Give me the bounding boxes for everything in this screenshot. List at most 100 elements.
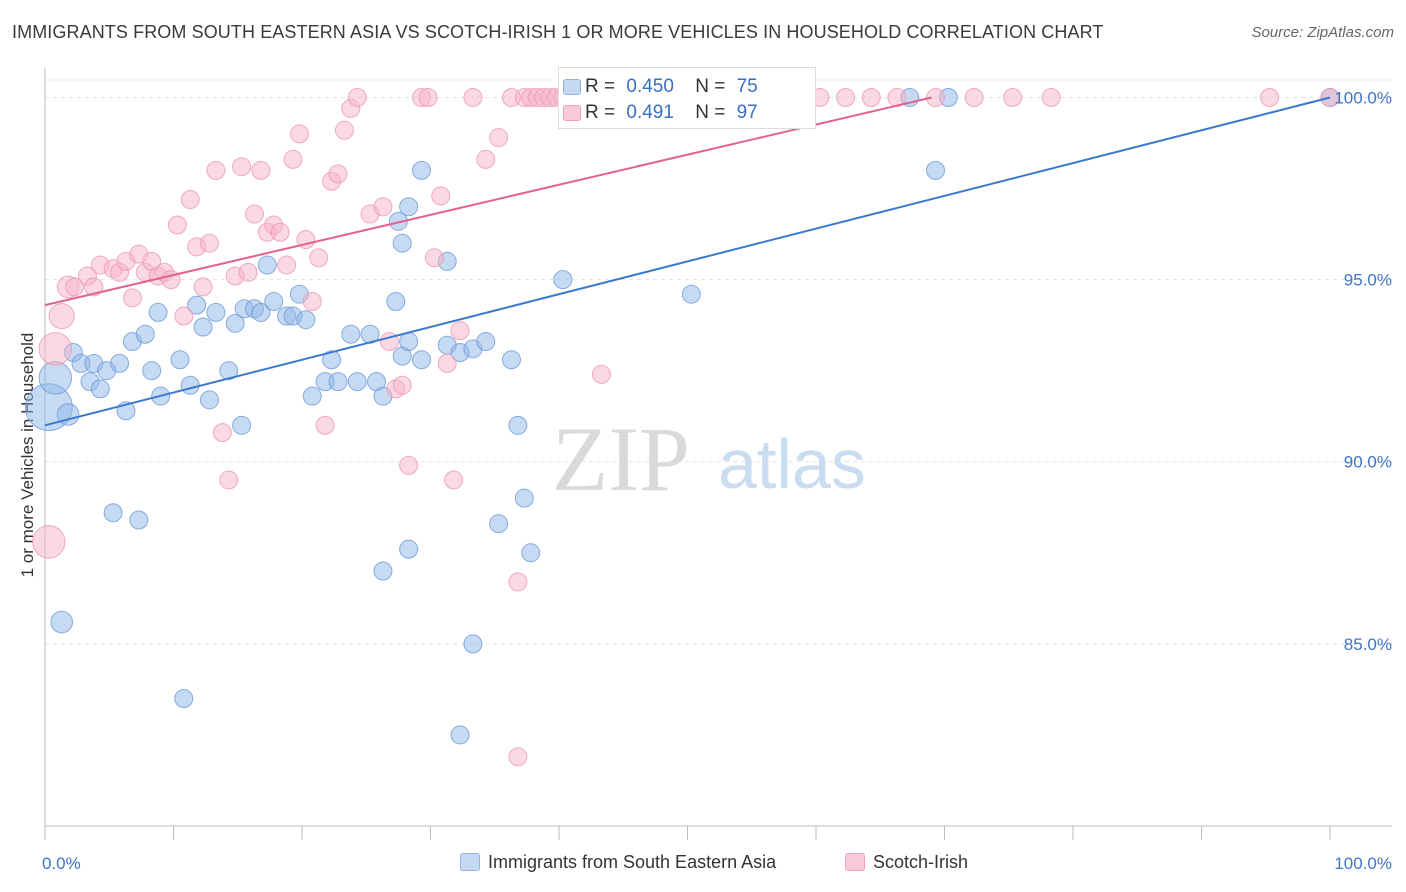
point-pink (418, 87, 438, 107)
point-blue (388, 211, 408, 231)
legend-row-pink: R = 0.491 N = 97 (563, 102, 758, 124)
point-blue (187, 295, 207, 315)
point-blue (142, 361, 162, 381)
point-blue (412, 350, 432, 370)
point-blue (681, 284, 701, 304)
legend-n-value-blue: 75 (736, 76, 758, 97)
point-blue (225, 313, 245, 333)
point-pink (38, 332, 72, 366)
point-pink (476, 149, 496, 169)
chart-title: IMMIGRANTS FROM SOUTH EASTERN ASIA VS SC… (12, 22, 1104, 42)
point-pink (347, 87, 367, 107)
point-pink (315, 415, 335, 435)
point-pink (437, 353, 457, 373)
point-blue (264, 291, 284, 311)
point-blue (450, 725, 470, 745)
point-blue (489, 514, 509, 534)
point-pink (489, 128, 509, 148)
legend-r-value-blue: 0.450 (626, 76, 674, 97)
point-pink (392, 375, 412, 395)
watermark-atlas: atlas (718, 425, 866, 503)
bottom-legend-blue: Immigrants from South Eastern Asia (460, 852, 776, 873)
point-pink (251, 160, 271, 180)
point-blue (521, 543, 541, 563)
bottom-legend-pink: Scotch-Irish (845, 852, 968, 873)
point-blue (50, 610, 74, 634)
point-blue (135, 324, 155, 344)
trend-line-pink (44, 96, 932, 307)
source-credit: Source: ZipAtlas.com (1251, 24, 1394, 41)
point-pink (122, 288, 142, 308)
point-blue (129, 510, 149, 530)
bottom-legend-label-blue: Immigrants from South Eastern Asia (488, 852, 777, 872)
point-pink (399, 455, 419, 475)
point-pink (84, 277, 104, 297)
point-pink (424, 248, 444, 268)
point-pink (1041, 87, 1061, 107)
axes (44, 68, 1392, 840)
point-pink (180, 189, 200, 209)
point-pink (232, 157, 252, 177)
point-pink (174, 306, 194, 326)
trend-line-blue (44, 96, 1331, 427)
point-pink (964, 87, 984, 107)
point-blue (392, 233, 412, 253)
point-blue (103, 503, 123, 523)
point-pink (206, 160, 226, 180)
point-blue (322, 350, 342, 370)
x-tick-label: 100.0% (1334, 854, 1392, 873)
point-pink (167, 215, 187, 235)
point-blue (508, 415, 528, 435)
point-blue (90, 379, 110, 399)
watermark: ZIP atlas (552, 408, 866, 510)
point-blue (174, 689, 194, 709)
point-blue (373, 561, 393, 581)
point-blue (553, 270, 573, 290)
legend-r-label-pink: R = (585, 102, 616, 123)
point-blue (926, 160, 946, 180)
bottom-legend-swatch-pink (845, 853, 865, 871)
point-blue (180, 375, 200, 395)
data-points (24, 87, 1340, 767)
point-pink (373, 197, 393, 217)
point-blue (219, 361, 239, 381)
legend-n-label-pink: N = (695, 102, 726, 123)
point-blue (199, 390, 219, 410)
point-pink (283, 149, 303, 169)
trend-lines (44, 96, 1331, 427)
point-pink (508, 747, 528, 767)
point-pink (296, 230, 316, 250)
legend-n-label-blue: N = (695, 76, 726, 97)
stats-legend: R = 0.450 N = 75 R = 0.491 N = 97 (558, 67, 816, 129)
point-blue (206, 302, 226, 322)
point-pink (309, 248, 329, 268)
point-pink (328, 164, 348, 184)
bottom-legend-swatch-blue (460, 853, 480, 871)
legend-swatch-blue (563, 79, 581, 95)
point-blue (514, 488, 534, 508)
point-pink (1003, 87, 1023, 107)
point-pink (199, 233, 219, 253)
point-pink (836, 87, 856, 107)
point-pink (1260, 87, 1280, 107)
point-blue (399, 197, 419, 217)
y-tick-label: 100.0% (1334, 88, 1392, 107)
point-blue (399, 332, 419, 352)
point-pink (212, 423, 232, 443)
point-pink (277, 255, 297, 275)
point-blue (328, 372, 348, 392)
legend-row-blue: R = 0.450 N = 75 (563, 76, 758, 98)
point-pink (289, 124, 309, 144)
point-blue (347, 372, 367, 392)
point-pink (48, 302, 75, 330)
point-blue (257, 255, 277, 275)
point-pink (238, 262, 258, 282)
point-pink (270, 222, 290, 242)
point-pink (219, 470, 239, 490)
point-blue (296, 310, 316, 330)
tick-labels: 85.0% 90.0% 95.0% 100.0% 0.0% 100.0% (42, 88, 1392, 873)
point-pink (431, 186, 451, 206)
point-blue (110, 353, 130, 373)
point-blue (463, 634, 483, 654)
